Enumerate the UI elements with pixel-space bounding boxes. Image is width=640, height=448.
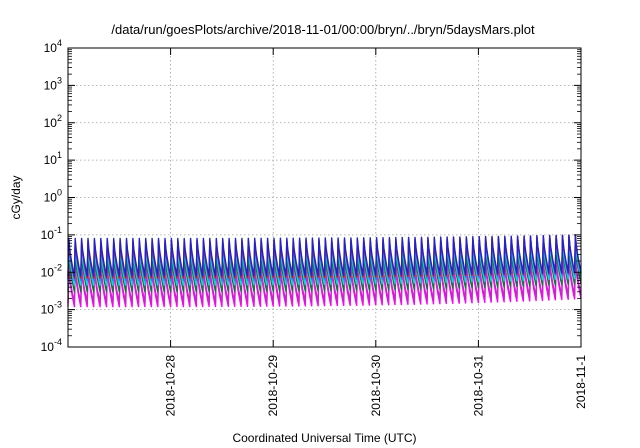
- series-group: [67, 234, 582, 308]
- x-tick-labels: 2018-10-28 2018-10-29 2018-10-30 2018-10-31…: [164, 355, 588, 417]
- ticks: [68, 47, 582, 348]
- series-line-3: [67, 245, 582, 293]
- y-tick-label: 100: [44, 188, 62, 205]
- chart-title: /data/run/goesPlots/archive/2018-11-01/0…: [111, 22, 535, 37]
- x-tick-label: 2018-10-31: [471, 355, 485, 417]
- y-tick-labels: 104 103 102 101 100 10-1 10-2 10-3 10-4: [41, 38, 62, 354]
- y-tick-label: 10-2: [41, 262, 62, 279]
- x-axis-label: Coordinated Universal Time (UTC): [232, 431, 416, 445]
- x-tick-label: 2018-10-30: [369, 355, 383, 417]
- y-tick-label: 10-3: [41, 300, 62, 317]
- y-tick-label: 101: [44, 150, 62, 167]
- x-tick-label: 2018-11-1: [574, 355, 588, 409]
- series-line-7: [67, 234, 582, 277]
- y-axis-label: cGy/day: [9, 175, 23, 219]
- y-tick-label: 103: [44, 75, 62, 92]
- y-tick-label: 102: [44, 113, 62, 130]
- series-line-2: [67, 257, 582, 304]
- y-tick-label: 10-4: [41, 337, 62, 354]
- y-tick-label: 104: [44, 38, 62, 55]
- x-tick-label: 2018-10-29: [266, 355, 280, 417]
- x-tick-label: 2018-10-28: [164, 355, 178, 417]
- y-tick-label: 10-1: [41, 225, 62, 242]
